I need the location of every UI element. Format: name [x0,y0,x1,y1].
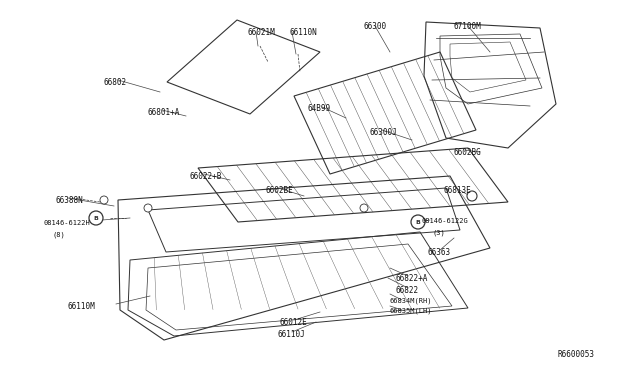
Text: 66300J: 66300J [370,128,397,137]
Text: (3): (3) [432,230,445,237]
Circle shape [89,211,103,225]
Text: 66834M(RH): 66834M(RH) [390,298,433,305]
Text: 6602BE: 6602BE [266,186,294,195]
Text: 6602BG: 6602BG [453,148,481,157]
Text: B: B [415,219,420,224]
Text: (8): (8) [52,232,65,238]
Circle shape [100,196,108,204]
Text: 66012E: 66012E [280,318,308,327]
Text: 66813E: 66813E [444,186,472,195]
Text: 66300: 66300 [363,22,386,31]
Text: 08146-6122H: 08146-6122H [44,220,91,226]
Text: B: B [93,215,99,221]
Text: 66388N: 66388N [55,196,83,205]
Text: 66021M: 66021M [248,28,276,37]
Text: 08146-6122G: 08146-6122G [422,218,468,224]
Text: 67100M: 67100M [453,22,481,31]
Circle shape [411,215,425,229]
Text: 66835M(LH): 66835M(LH) [390,308,433,314]
Text: 66110J: 66110J [278,330,306,339]
Text: 66363: 66363 [428,248,451,257]
Text: 66822: 66822 [396,286,419,295]
Circle shape [467,191,477,201]
Text: R6600053: R6600053 [558,350,595,359]
Circle shape [360,204,368,212]
Text: 66802: 66802 [104,78,127,87]
Text: 66110M: 66110M [68,302,96,311]
Circle shape [144,204,152,212]
Text: 64B99: 64B99 [308,104,331,113]
Text: 66110N: 66110N [289,28,317,37]
Text: 66801+A: 66801+A [148,108,180,117]
Text: 66022+B: 66022+B [190,172,222,181]
Text: 66822+A: 66822+A [396,274,428,283]
